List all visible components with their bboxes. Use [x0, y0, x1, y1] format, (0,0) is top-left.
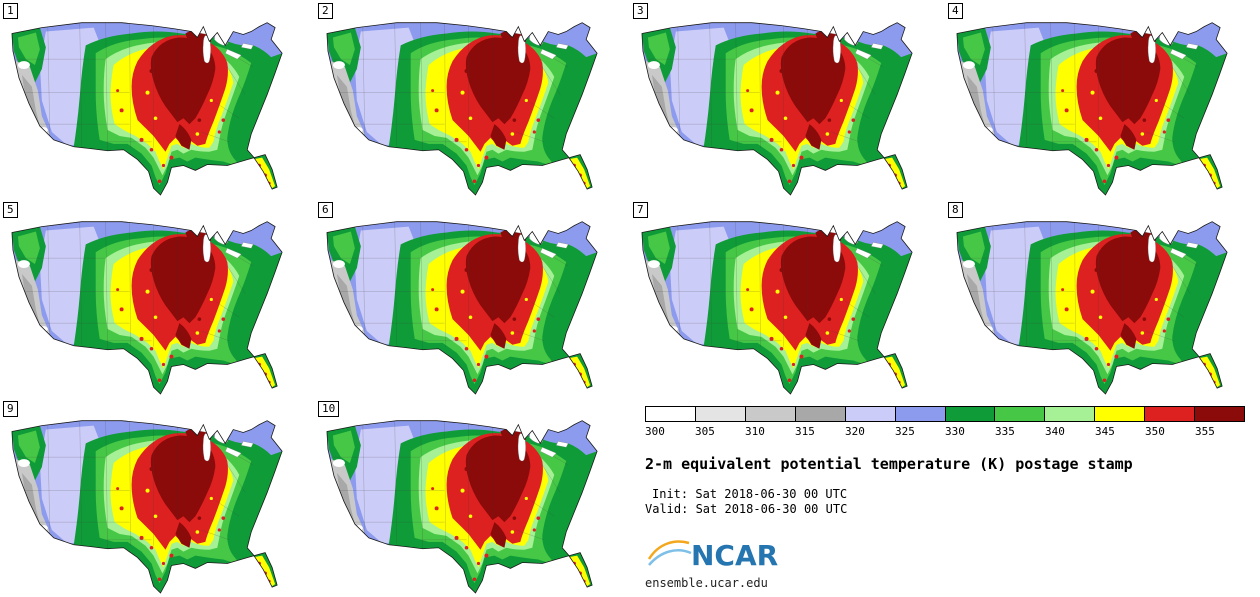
- colorbar-segment: [646, 407, 696, 421]
- map-panel-6[interactable]: 6: [315, 199, 630, 398]
- map-panel-5[interactable]: 5: [0, 199, 315, 398]
- colorbar-tick-label: 355: [1195, 425, 1215, 438]
- colorbar-swatches: [645, 406, 1245, 422]
- panel-number-badge: 6: [318, 202, 333, 218]
- map-panel-9[interactable]: 9: [0, 398, 315, 597]
- map-panel-7[interactable]: 7: [630, 199, 945, 398]
- theta-e-map: [2, 2, 313, 197]
- colorbar-tick-label: 320: [845, 425, 865, 438]
- site-url[interactable]: ensemble.ucar.edu: [645, 576, 768, 590]
- colorbar-ticks: 300 305 310 315 320 325 330 335 340 345 350 355: [645, 425, 1257, 439]
- theta-e-map: [947, 201, 1258, 396]
- panel-number-badge: 10: [318, 401, 340, 417]
- colorbar-tick-label: 310: [745, 425, 765, 438]
- colorbar-segment: [845, 407, 896, 421]
- map-panel-2[interactable]: 2: [315, 0, 630, 199]
- panel-number-badge: 4: [948, 3, 963, 19]
- map-panel-8[interactable]: 8: [945, 199, 1260, 398]
- run-times: Init: Sat 2018-06-30 00 UTC Valid: Sat 2…: [645, 487, 1250, 517]
- panel-number-badge: 7: [633, 202, 648, 218]
- colorbar-segment: [695, 407, 746, 421]
- theta-e-map: [632, 2, 943, 197]
- logo-swoosh-blue-icon: [648, 549, 692, 566]
- colorbar-tick-label: 350: [1145, 425, 1165, 438]
- theta-e-map: [2, 400, 313, 595]
- colorbar-tick-label: 300: [645, 425, 665, 438]
- logo-wordmark: NCAR: [691, 539, 778, 572]
- panel-number-badge: 9: [3, 401, 18, 417]
- map-panel-1[interactable]: 1: [0, 0, 315, 199]
- theta-e-map: [317, 201, 628, 396]
- colorbar-segment: [995, 407, 1046, 421]
- colorbar-tick-label: 325: [895, 425, 915, 438]
- map-panel-3[interactable]: 3: [630, 0, 945, 199]
- theta-e-map: [317, 400, 628, 595]
- map-panel-10[interactable]: 10: [315, 398, 630, 597]
- ncar-logo: NCAR: [645, 531, 1250, 575]
- colorbar-tick-label: 345: [1095, 425, 1115, 438]
- panel-number-badge: 5: [3, 202, 18, 218]
- colorbar-tick-label: 335: [995, 425, 1015, 438]
- colorbar-segment: [795, 407, 846, 421]
- theta-e-map: [947, 2, 1258, 197]
- theta-e-map: [317, 2, 628, 197]
- theta-e-map: [632, 201, 943, 396]
- colorbar-tick-label: 340: [1045, 425, 1065, 438]
- colorbar-tick-label: 305: [695, 425, 715, 438]
- panel-number-badge: 1: [3, 3, 18, 19]
- colorbar-segment: [1145, 407, 1196, 421]
- valid-time: Valid: Sat 2018-06-30 00 UTC: [645, 502, 848, 516]
- panel-number-badge: 8: [948, 202, 963, 218]
- ncar-logo-graphic: NCAR: [647, 539, 778, 572]
- colorbar-segment: [945, 407, 996, 421]
- theta-e-map: [2, 201, 313, 396]
- product-title: 2-m equivalent potential temperature (K)…: [645, 455, 1133, 473]
- colorbar-segment: [1195, 407, 1245, 421]
- map-panel-4[interactable]: 4: [945, 0, 1260, 199]
- init-time: Init: Sat 2018-06-30 00 UTC: [652, 487, 848, 501]
- panel-number-badge: 3: [633, 3, 648, 19]
- legend-area: 300 305 310 315 320 325 330 335 340 345 350 355 2-m…: [630, 398, 1260, 597]
- colorbar-segment: [1045, 407, 1096, 421]
- colorbar-segment: [895, 407, 946, 421]
- colorbar-tick-label: 315: [795, 425, 815, 438]
- colorbar-segment: [745, 407, 796, 421]
- colorbar-tick-label: 330: [945, 425, 965, 438]
- logo-swoosh-orange-icon: [647, 540, 690, 560]
- panel-number-badge: 2: [318, 3, 333, 19]
- colorbar-segment: [1095, 407, 1146, 421]
